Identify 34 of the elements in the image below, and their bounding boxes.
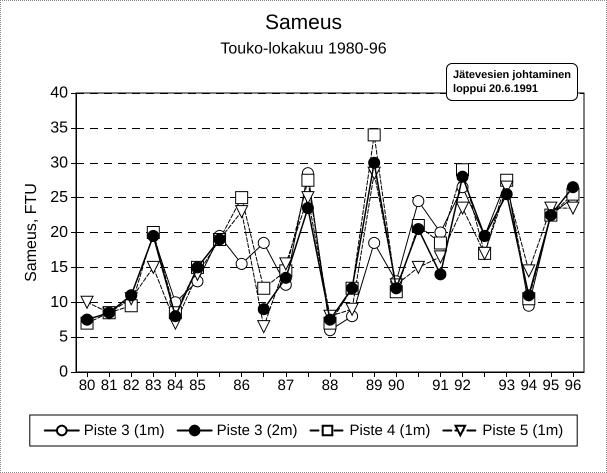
- y-tick-label: 30: [50, 154, 68, 172]
- x-tick-label: 85: [189, 377, 206, 394]
- y-tick-label: 5: [59, 328, 68, 346]
- y-tick-label: 35: [50, 119, 68, 136]
- x-tick-label: 92: [454, 377, 471, 394]
- x-tick-label: 88: [322, 377, 338, 394]
- y-axis-title: Sameus, FTU: [22, 183, 40, 282]
- x-tick-label: 86: [233, 377, 250, 394]
- x-tick-label: 90: [388, 377, 405, 394]
- x-tick-label: 83: [144, 377, 162, 394]
- x-tick-label: 94: [520, 377, 538, 394]
- x-tick-label: 82: [122, 377, 140, 394]
- y-tick-label: 15: [50, 258, 68, 276]
- y-tick-label: 40: [50, 84, 68, 102]
- x-tick-label: 87: [277, 377, 294, 394]
- chart-subtitle: Touko-lokakuu 1980-96: [220, 40, 387, 58]
- x-tick-label: 96: [564, 377, 582, 394]
- x-tick-label: 84: [167, 377, 184, 394]
- x-tick-label: 95: [542, 377, 560, 394]
- y-tick-label: 20: [50, 224, 68, 241]
- x-tick-label: 80: [78, 377, 96, 394]
- y-tick-label: 0: [59, 364, 68, 380]
- x-tick-label: 89: [366, 377, 383, 394]
- chart-title: Sameus: [264, 11, 342, 34]
- y-tick-label: 10: [50, 294, 68, 311]
- y-tick-label: 25: [50, 189, 68, 206]
- legend-label: Piste 3 (1m): [84, 422, 165, 439]
- x-tick-label: 93: [498, 377, 516, 394]
- legend-label: Piste 3 (2m): [216, 422, 298, 439]
- x-tick-label: 91: [432, 377, 449, 394]
- legend-label: Piste 4 (1m): [350, 422, 430, 439]
- annotation: Jätevesien johtaminen loppui 20.6.1991: [453, 69, 572, 95]
- x-tick-label: 81: [100, 377, 118, 394]
- legend-label: Piste 5 (1m): [482, 422, 564, 439]
